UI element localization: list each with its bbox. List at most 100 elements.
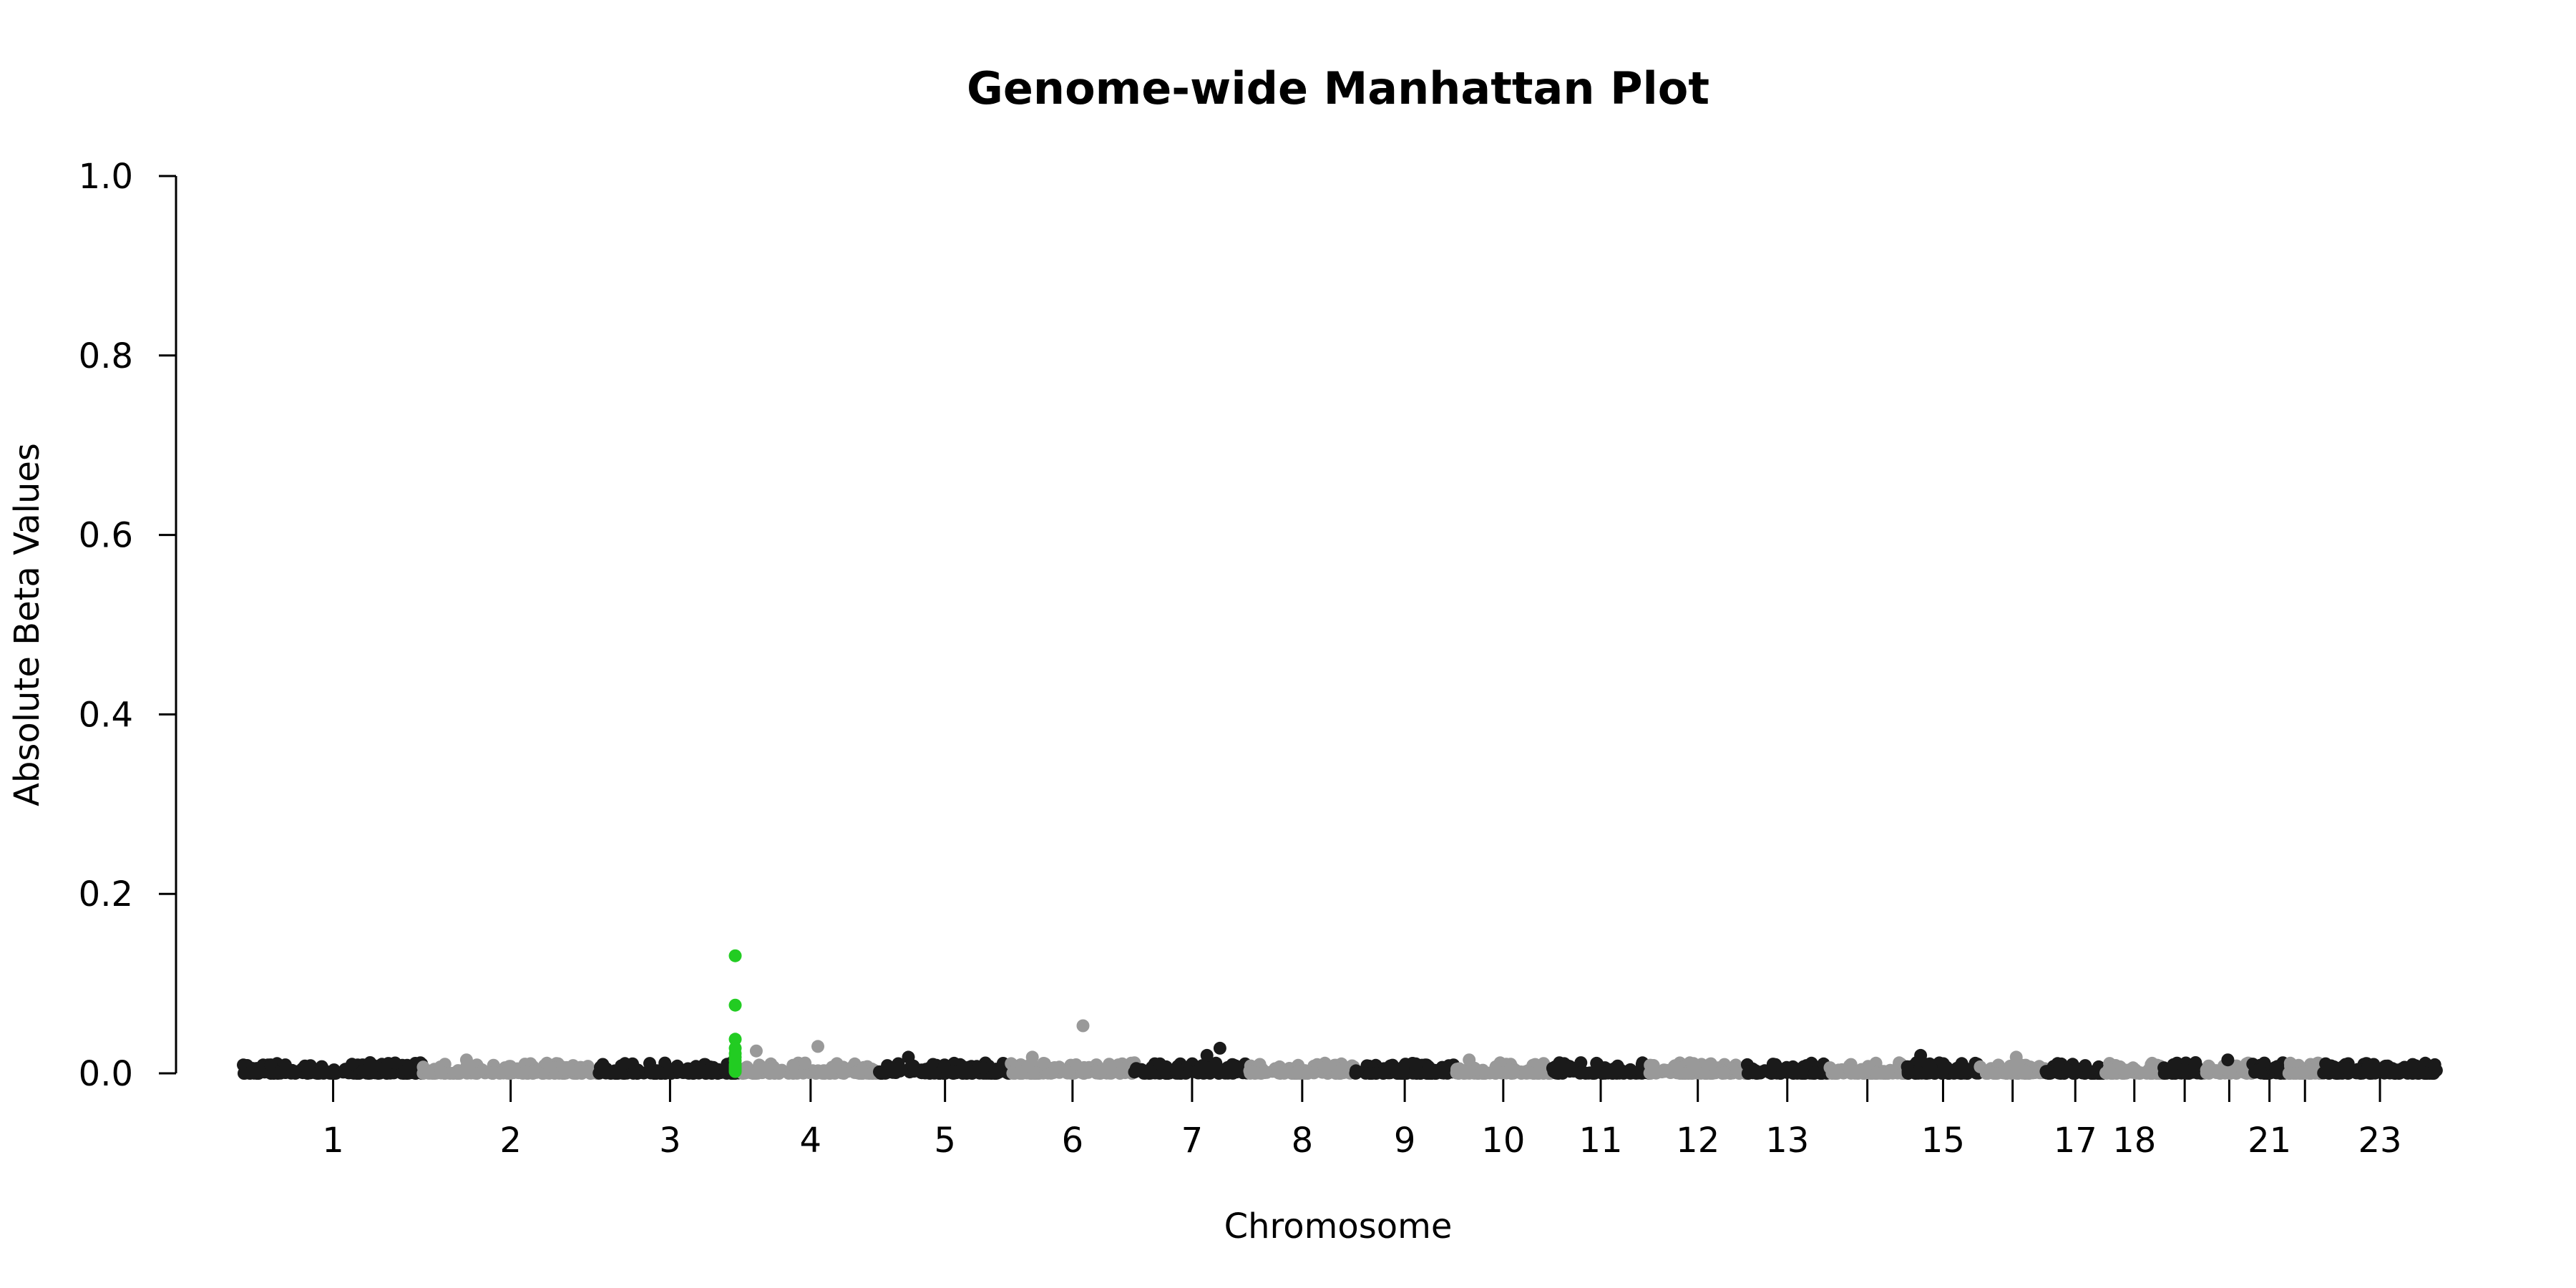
snp-point-peak	[2009, 1050, 2023, 1064]
snp-point	[988, 1067, 1001, 1080]
snp-point	[502, 1060, 516, 1073]
snp-point	[1363, 1067, 1377, 1080]
snp-point-peak	[1213, 1041, 1226, 1055]
snp-point	[2019, 1065, 2033, 1079]
snp-point	[923, 1066, 937, 1080]
snp-point	[2289, 1067, 2303, 1080]
snp-point	[2365, 1060, 2379, 1073]
snp-point	[874, 1067, 887, 1080]
snp-point	[298, 1059, 312, 1073]
snp-point	[2428, 1058, 2441, 1071]
snp-point	[2344, 1064, 2358, 1078]
x-tick-label: 6	[1062, 1121, 1084, 1161]
x-tick-label: 3	[659, 1121, 681, 1161]
snp-point	[2140, 1066, 2154, 1080]
snp-point-peak	[902, 1050, 915, 1064]
snp-point	[1649, 1066, 1663, 1080]
snp-point	[1717, 1066, 1730, 1080]
x-tick-label: 4	[800, 1121, 822, 1161]
y-axis: 0.0 0.2 0.4 0.6 0.8 1.0	[79, 157, 177, 1094]
snp-point	[644, 1066, 658, 1080]
snp-point	[1590, 1056, 1604, 1070]
x-tick-label: 9	[1394, 1121, 1416, 1161]
x-tick-label: 1	[322, 1121, 344, 1161]
snp-point	[1077, 1063, 1091, 1077]
snp-point	[1390, 1067, 1404, 1080]
snp-point	[886, 1061, 899, 1075]
snp-point	[493, 1066, 507, 1080]
snp-point	[848, 1065, 862, 1079]
snp-point	[2200, 1066, 2214, 1079]
x-axis-label: Chromosome	[1224, 1206, 1453, 1246]
snp-point	[1881, 1066, 1895, 1080]
snp-point	[1493, 1056, 1507, 1070]
snp-point	[1682, 1066, 1696, 1080]
snp-point	[1548, 1060, 1562, 1073]
snp-point	[527, 1065, 540, 1078]
snp-point	[2102, 1062, 2116, 1075]
snp-point	[1670, 1060, 1683, 1074]
snp-point	[786, 1058, 800, 1072]
snp-point	[824, 1066, 837, 1080]
snp-point	[1936, 1057, 1950, 1070]
snp-point	[2253, 1063, 2267, 1077]
snp-point	[2082, 1064, 2096, 1078]
snp-point	[434, 1066, 448, 1080]
x-axis: 1 2 3 4 5 6 7 8 9 10 11 12 13 15 17 18 21 23	[322, 1073, 2402, 1161]
snp-point	[470, 1067, 484, 1080]
snp-point	[1747, 1066, 1760, 1080]
snp-point	[1103, 1062, 1116, 1075]
snp-point-peak	[364, 1056, 377, 1069]
snp-point-peak	[1914, 1048, 1928, 1062]
snp-point-peak	[749, 1044, 763, 1058]
snp-point	[1331, 1065, 1345, 1078]
snp-point	[1292, 1066, 1305, 1080]
snp-point	[1613, 1063, 1626, 1077]
snp-point	[1209, 1058, 1223, 1072]
snp-point	[1808, 1065, 1822, 1079]
snp-point	[1273, 1060, 1287, 1073]
snp-point	[458, 1065, 472, 1078]
snp-point	[1435, 1060, 1449, 1074]
snp-point	[966, 1066, 980, 1080]
x-tick-label: 13	[1765, 1121, 1809, 1161]
snp-point	[2044, 1066, 2057, 1080]
x-tick-label: 5	[934, 1121, 956, 1161]
snp-point	[1317, 1061, 1331, 1074]
y-tick-label: 0.6	[79, 516, 133, 556]
x-tick-label: 11	[1579, 1121, 1622, 1161]
snp-point	[2223, 1065, 2237, 1078]
y-tick-label: 0.4	[79, 695, 133, 735]
snp-point	[516, 1066, 530, 1080]
snp-point	[2112, 1061, 2125, 1075]
snp-point	[1196, 1059, 1209, 1073]
snp-point	[2061, 1063, 2074, 1077]
snp-point	[596, 1058, 610, 1071]
x-tick-label: 23	[2358, 1121, 2401, 1161]
snp-point	[1563, 1060, 1576, 1073]
snp-point	[1423, 1067, 1436, 1080]
highlight-point	[728, 1065, 742, 1078]
snp-point	[274, 1066, 287, 1080]
snp-point-peak	[459, 1053, 473, 1067]
snp-point-peak	[2221, 1053, 2235, 1067]
snp-point	[1959, 1064, 1972, 1078]
snp-point	[2416, 1066, 2429, 1079]
snp-point	[1901, 1060, 1914, 1073]
data-points	[237, 949, 2443, 1080]
snp-point	[1769, 1058, 1782, 1071]
snp-point	[1936, 1067, 1949, 1080]
x-tick-label: 10	[1481, 1121, 1525, 1161]
x-tick-label: 17	[2054, 1121, 2097, 1161]
snp-point	[1044, 1066, 1058, 1080]
snp-point	[2157, 1067, 2171, 1080]
snp-point	[316, 1065, 328, 1079]
snp-point	[706, 1060, 720, 1074]
snp-point	[837, 1067, 851, 1080]
snp-point	[238, 1067, 250, 1080]
snp-point-peak	[1463, 1053, 1476, 1067]
snp-point	[1143, 1067, 1156, 1080]
snp-point	[2167, 1058, 2180, 1071]
snp-point	[380, 1067, 394, 1080]
snp-point-peak	[1200, 1048, 1214, 1062]
